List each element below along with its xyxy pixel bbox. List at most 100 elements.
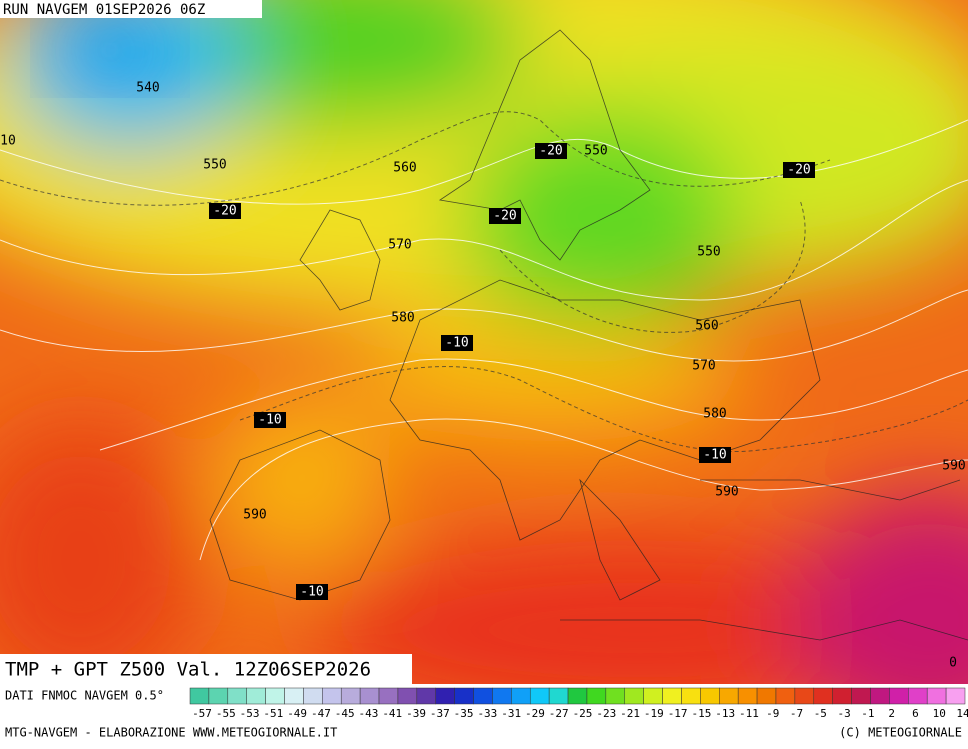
colorbar-tick-label: -39 bbox=[406, 707, 426, 720]
contour-label: -20 bbox=[787, 163, 810, 178]
color-swatch bbox=[643, 687, 663, 705]
colorbar-tick-label: -35 bbox=[454, 707, 474, 720]
contour-label: 590 bbox=[942, 459, 965, 474]
contour-label: 550 bbox=[697, 245, 720, 260]
color-swatch bbox=[340, 687, 361, 705]
contour-label: -10 bbox=[445, 336, 468, 351]
colorbar-tick-label: -43 bbox=[359, 707, 379, 720]
contour-label: 570 bbox=[388, 238, 411, 253]
colorbar-tick-label: -25 bbox=[573, 707, 593, 720]
color-swatch bbox=[397, 687, 418, 705]
contour-label: 10 bbox=[0, 134, 16, 149]
map-caption: TMP + GPT Z500 Val. 12Z06SEP2026 bbox=[5, 659, 371, 681]
header-box bbox=[0, 0, 262, 18]
color-swatch bbox=[870, 687, 890, 705]
colorbar-tick-label: -15 bbox=[691, 707, 711, 720]
colorbar-tick-label: -45 bbox=[335, 707, 355, 720]
footer-right: (C) METEOGIORNALE bbox=[839, 726, 962, 740]
contour-label: 590 bbox=[715, 485, 738, 500]
color-swatch bbox=[926, 687, 947, 705]
label-box bbox=[699, 447, 731, 463]
color-swatch bbox=[756, 687, 777, 705]
colorbar-tick-label: 6 bbox=[912, 707, 919, 720]
color-swatch bbox=[208, 687, 229, 705]
colorbar-tick-label: -27 bbox=[549, 707, 569, 720]
color-swatch bbox=[227, 687, 247, 705]
color-swatch bbox=[359, 687, 380, 705]
data-source: DATI FNMOC NAVGEM 0.5° bbox=[5, 689, 164, 703]
color-swatch bbox=[322, 687, 342, 705]
colorbar-tick-label: -7 bbox=[790, 707, 803, 720]
contour-label: 560 bbox=[695, 319, 718, 334]
color-swatch bbox=[775, 687, 796, 705]
color-swatch bbox=[681, 687, 701, 705]
color-swatch bbox=[265, 687, 285, 705]
contour-label: 540 bbox=[136, 81, 159, 96]
contour-label: -20 bbox=[539, 144, 562, 159]
color-swatch bbox=[719, 687, 739, 705]
contour-label: -20 bbox=[213, 204, 236, 219]
colorbar-tick-label: -21 bbox=[620, 707, 640, 720]
color-swatch bbox=[454, 687, 474, 705]
color-swatch bbox=[832, 687, 852, 705]
contour-label: -10 bbox=[300, 585, 323, 600]
colorbar-tick-label: -57 bbox=[192, 707, 212, 720]
run-title: RUN NAVGEM 01SEP2026 06Z bbox=[3, 2, 205, 18]
color-swatch bbox=[473, 687, 493, 705]
color-swatch bbox=[189, 687, 210, 705]
color-swatch bbox=[813, 687, 833, 705]
contour-label: 580 bbox=[391, 311, 414, 326]
colorbar-tick-label: -19 bbox=[644, 707, 664, 720]
colorbar-tick-label: -33 bbox=[477, 707, 497, 720]
contour-label: 560 bbox=[393, 161, 416, 176]
color-swatch bbox=[284, 687, 304, 705]
color-swatch bbox=[662, 687, 682, 705]
color-swatch bbox=[303, 687, 323, 705]
colorbar-tick-label: -55 bbox=[216, 707, 236, 720]
color-swatch bbox=[794, 687, 815, 705]
colorbar-tick-label: -13 bbox=[715, 707, 735, 720]
contour-label: 550 bbox=[203, 158, 226, 173]
contour-label: 0 bbox=[949, 656, 957, 671]
contour-label: 580 bbox=[703, 407, 726, 422]
color-swatch bbox=[945, 687, 966, 705]
label-box bbox=[489, 208, 521, 224]
colorbar-tick-label: -11 bbox=[739, 707, 759, 720]
contour-label: -10 bbox=[258, 413, 281, 428]
footer-left: MTG-NAVGEM - ELABORAZIONE WWW.METEOGIORN… bbox=[5, 726, 337, 740]
contour-label: 570 bbox=[692, 359, 715, 374]
color-swatch bbox=[889, 687, 909, 705]
color-swatch bbox=[435, 687, 455, 705]
label-box bbox=[254, 412, 286, 428]
color-swatch bbox=[700, 687, 720, 705]
color-swatch bbox=[492, 687, 512, 705]
colorbar-tick-label: -5 bbox=[814, 707, 827, 720]
contour-labels: 540 10 550 -20 560 -20 550 -20 -20 570 550 580 -10 56… bbox=[0, 81, 966, 671]
color-swatch bbox=[246, 687, 266, 705]
label-box bbox=[535, 143, 567, 159]
colorbar-tick-label: 14 bbox=[956, 707, 968, 720]
color-swatch bbox=[605, 687, 626, 705]
contour-label: -20 bbox=[493, 209, 516, 224]
color-swatch bbox=[548, 687, 569, 705]
color-swatch bbox=[851, 687, 871, 705]
colorbar-tick-label: -17 bbox=[668, 707, 688, 720]
contour-label: -10 bbox=[703, 448, 726, 463]
colorbar-tick-label: -1 bbox=[861, 707, 874, 720]
colorbar-tick-label: -47 bbox=[311, 707, 331, 720]
colorbar-tick-label: -37 bbox=[430, 707, 450, 720]
color-swatch bbox=[624, 687, 644, 705]
color-swatch bbox=[511, 687, 531, 705]
caption-box bbox=[0, 654, 412, 684]
colorbar-tick-label: -51 bbox=[263, 707, 283, 720]
color-swatch bbox=[378, 687, 399, 705]
colorbar-tick-label: -53 bbox=[240, 707, 260, 720]
color-swatch bbox=[908, 687, 928, 705]
colorbar-tick-label: -41 bbox=[382, 707, 402, 720]
colorbar: -57 -55 -53 -51 -49 -47 -45 -43 -41 -39 -37 -35 -33-… bbox=[189, 687, 968, 720]
colorbar-tick-label: 10 bbox=[933, 707, 946, 720]
colorbar-tick-label: -23 bbox=[596, 707, 616, 720]
colorbar-tick-label: -9 bbox=[766, 707, 779, 720]
